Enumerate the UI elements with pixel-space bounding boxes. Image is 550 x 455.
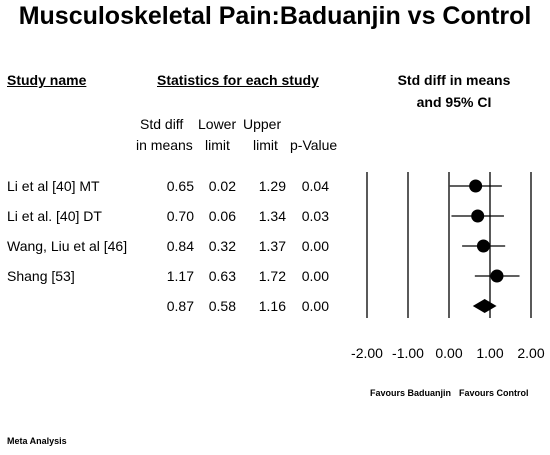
upper-column-header-2: limit xyxy=(253,137,278,153)
smd-value: 0.84 xyxy=(166,238,194,254)
p-value: 0.04 xyxy=(301,178,329,194)
upper-value: 1.34 xyxy=(258,208,286,224)
smd-column-header-1: Std diff xyxy=(140,116,184,132)
tick-label: 2.00 xyxy=(517,345,544,361)
upper-value: 1.37 xyxy=(258,238,286,254)
pvalue-column-header: p-Value xyxy=(290,137,338,153)
upper-value: 1.16 xyxy=(258,298,286,314)
upper-value: 1.29 xyxy=(258,178,286,194)
smd-value: 0.70 xyxy=(166,208,194,224)
statistics-header: Statistics for each study xyxy=(157,72,319,88)
lower-value: 0.06 xyxy=(208,208,236,224)
tick-label: -1.00 xyxy=(392,345,424,361)
study-name: Shang [53] xyxy=(7,268,75,284)
p-value: 0.00 xyxy=(301,268,329,284)
smd-value: 1.17 xyxy=(166,268,194,284)
lower-column-header-2: limit xyxy=(205,137,230,153)
lower-value: 0.58 xyxy=(208,298,236,314)
smd-value: 0.87 xyxy=(166,298,194,314)
study-name-header: Study name xyxy=(7,72,87,88)
tick-label: 0.00 xyxy=(435,345,462,361)
upper-column-header-1: Upper xyxy=(243,116,282,132)
lower-value: 0.63 xyxy=(208,268,236,284)
point-estimate xyxy=(471,209,485,223)
lower-value: 0.02 xyxy=(208,178,236,194)
point-estimate xyxy=(469,179,483,193)
footer-label: Meta Analysis xyxy=(7,436,67,446)
p-value: 0.00 xyxy=(301,298,329,314)
ci-header-line2: and 95% CI xyxy=(416,94,492,110)
lower-value: 0.32 xyxy=(208,238,236,254)
upper-value: 1.72 xyxy=(258,268,286,284)
point-estimate xyxy=(476,239,490,253)
tick-label: 1.00 xyxy=(476,345,503,361)
study-name: Li et al [40] MT xyxy=(7,178,100,194)
smd-value: 0.65 xyxy=(166,178,194,194)
lower-column-header-1: Lower xyxy=(198,116,237,132)
p-value: 0.00 xyxy=(301,238,329,254)
summary-diamond xyxy=(472,299,497,313)
p-value: 0.03 xyxy=(301,208,329,224)
chart-title: Musculoskeletal Pain:Baduanjin vs Contro… xyxy=(18,2,532,30)
favours-right-label: Favours Control xyxy=(459,388,529,398)
study-name: Wang, Liu et al [46] xyxy=(7,238,128,254)
smd-column-header-2: in means xyxy=(136,137,193,153)
point-estimate xyxy=(490,269,504,283)
favours-left-label: Favours Baduanjin xyxy=(370,388,452,398)
tick-label: -2.00 xyxy=(351,345,383,361)
study-name: Li et al. [40] DT xyxy=(7,208,102,224)
ci-header-line1: Std diff in means xyxy=(397,72,511,88)
